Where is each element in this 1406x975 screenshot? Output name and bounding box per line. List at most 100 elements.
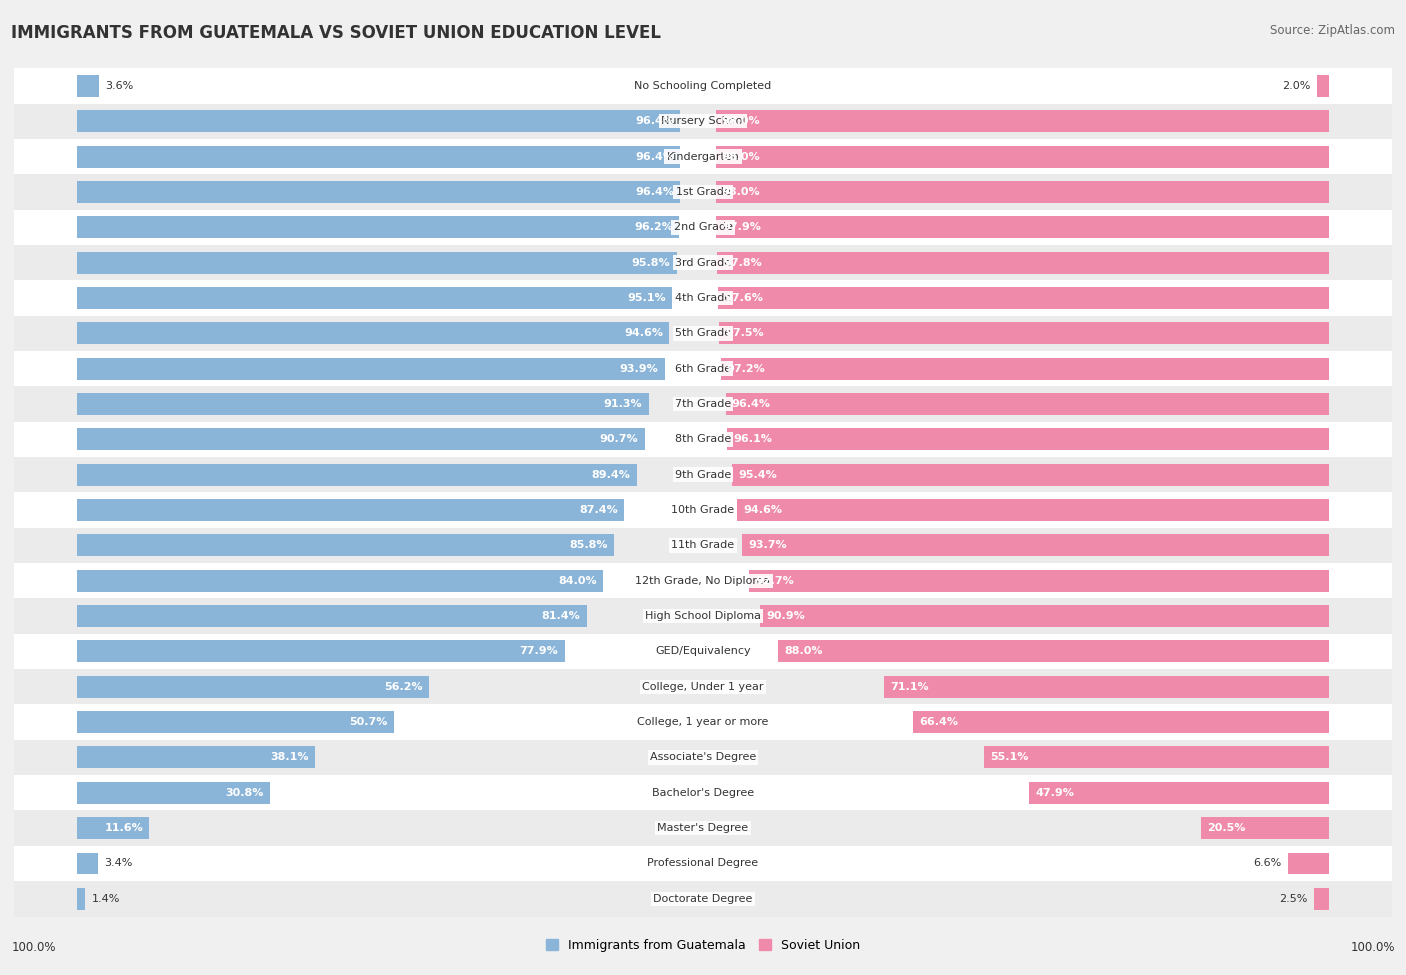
- Text: 10th Grade: 10th Grade: [672, 505, 734, 515]
- Text: 100.0%: 100.0%: [11, 941, 56, 954]
- Text: 1.4%: 1.4%: [91, 894, 120, 904]
- Bar: [720, 358, 1329, 379]
- Text: 97.2%: 97.2%: [727, 364, 765, 373]
- Text: Associate's Degree: Associate's Degree: [650, 753, 756, 762]
- Text: 3.4%: 3.4%: [104, 858, 132, 869]
- Text: Professional Degree: Professional Degree: [647, 858, 759, 869]
- Bar: [716, 216, 1329, 238]
- Text: 56.2%: 56.2%: [384, 682, 422, 692]
- Bar: [14, 68, 1392, 103]
- Bar: [14, 669, 1392, 704]
- Bar: [77, 216, 679, 238]
- Text: 95.4%: 95.4%: [738, 470, 778, 480]
- Bar: [742, 534, 1329, 557]
- Bar: [14, 775, 1392, 810]
- Text: 100.0%: 100.0%: [1350, 941, 1395, 954]
- Bar: [14, 175, 1392, 210]
- Text: 90.7%: 90.7%: [600, 434, 638, 445]
- Text: 87.4%: 87.4%: [579, 505, 617, 515]
- Bar: [727, 428, 1329, 450]
- Bar: [77, 782, 270, 803]
- Text: 96.4%: 96.4%: [636, 151, 675, 162]
- Bar: [737, 499, 1329, 521]
- Bar: [717, 252, 1329, 274]
- Text: 47.9%: 47.9%: [1036, 788, 1074, 798]
- Text: 98.0%: 98.0%: [721, 151, 761, 162]
- Bar: [14, 704, 1392, 740]
- Bar: [14, 599, 1392, 634]
- Bar: [14, 210, 1392, 245]
- Text: 97.6%: 97.6%: [724, 292, 763, 303]
- Bar: [77, 852, 98, 875]
- Bar: [14, 138, 1392, 175]
- Bar: [14, 386, 1392, 421]
- Bar: [77, 569, 603, 592]
- Text: 93.9%: 93.9%: [620, 364, 658, 373]
- Text: 6th Grade: 6th Grade: [675, 364, 731, 373]
- Text: No Schooling Completed: No Schooling Completed: [634, 81, 772, 91]
- Text: 50.7%: 50.7%: [350, 717, 388, 727]
- Bar: [77, 323, 669, 344]
- Text: 77.9%: 77.9%: [520, 646, 558, 656]
- Bar: [718, 287, 1329, 309]
- Text: 91.3%: 91.3%: [603, 399, 643, 410]
- Bar: [77, 145, 681, 168]
- Bar: [14, 846, 1392, 881]
- Text: 98.0%: 98.0%: [721, 116, 761, 127]
- Bar: [761, 605, 1329, 627]
- Text: 2.5%: 2.5%: [1279, 894, 1308, 904]
- Text: Kindergarten: Kindergarten: [666, 151, 740, 162]
- Text: 96.1%: 96.1%: [734, 434, 772, 445]
- Bar: [14, 881, 1392, 916]
- Text: 4th Grade: 4th Grade: [675, 292, 731, 303]
- Legend: Immigrants from Guatemala, Soviet Union: Immigrants from Guatemala, Soviet Union: [541, 934, 865, 956]
- Bar: [77, 393, 648, 415]
- Text: 38.1%: 38.1%: [270, 753, 309, 762]
- Bar: [77, 252, 676, 274]
- Bar: [14, 316, 1392, 351]
- Text: 96.4%: 96.4%: [731, 399, 770, 410]
- Bar: [1313, 888, 1329, 910]
- Text: Doctorate Degree: Doctorate Degree: [654, 894, 752, 904]
- Text: 71.1%: 71.1%: [890, 682, 929, 692]
- Bar: [14, 281, 1392, 316]
- Text: 2nd Grade: 2nd Grade: [673, 222, 733, 232]
- Text: 3rd Grade: 3rd Grade: [675, 257, 731, 268]
- Text: 96.2%: 96.2%: [634, 222, 673, 232]
- Bar: [14, 351, 1392, 386]
- Bar: [77, 75, 100, 97]
- Bar: [77, 534, 614, 557]
- Bar: [77, 605, 586, 627]
- Bar: [14, 103, 1392, 138]
- Text: 96.4%: 96.4%: [636, 116, 675, 127]
- Text: 98.0%: 98.0%: [721, 187, 761, 197]
- Text: 20.5%: 20.5%: [1208, 823, 1246, 834]
- Bar: [716, 145, 1329, 168]
- Text: Nursery School: Nursery School: [661, 116, 745, 127]
- Bar: [77, 358, 665, 379]
- Text: 2.0%: 2.0%: [1282, 81, 1310, 91]
- Bar: [77, 747, 315, 768]
- Text: 94.6%: 94.6%: [624, 329, 662, 338]
- Bar: [884, 676, 1329, 698]
- Text: IMMIGRANTS FROM GUATEMALA VS SOVIET UNION EDUCATION LEVEL: IMMIGRANTS FROM GUATEMALA VS SOVIET UNIO…: [11, 24, 661, 42]
- Text: 85.8%: 85.8%: [569, 540, 607, 551]
- Text: Bachelor's Degree: Bachelor's Degree: [652, 788, 754, 798]
- Bar: [1201, 817, 1329, 839]
- Text: 81.4%: 81.4%: [541, 611, 581, 621]
- Text: High School Diploma: High School Diploma: [645, 611, 761, 621]
- Text: 89.4%: 89.4%: [592, 470, 630, 480]
- Text: 95.1%: 95.1%: [627, 292, 666, 303]
- Bar: [14, 457, 1392, 492]
- Bar: [77, 676, 429, 698]
- Text: 94.6%: 94.6%: [744, 505, 782, 515]
- Text: 5th Grade: 5th Grade: [675, 329, 731, 338]
- Text: 11th Grade: 11th Grade: [672, 540, 734, 551]
- Text: 11.6%: 11.6%: [104, 823, 143, 834]
- Text: 66.4%: 66.4%: [920, 717, 959, 727]
- Text: 84.0%: 84.0%: [558, 575, 596, 586]
- Bar: [77, 287, 672, 309]
- Text: 96.4%: 96.4%: [636, 187, 675, 197]
- Text: 97.9%: 97.9%: [723, 222, 761, 232]
- Text: 55.1%: 55.1%: [990, 753, 1029, 762]
